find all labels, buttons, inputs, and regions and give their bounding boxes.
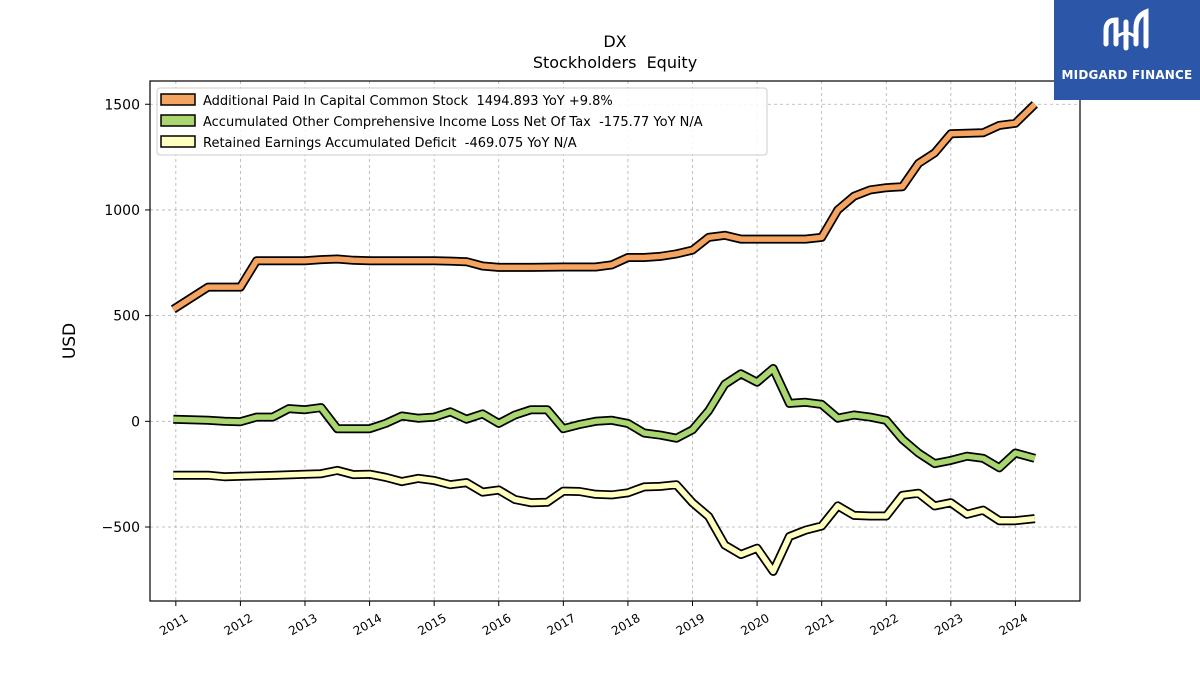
series-line bbox=[171, 102, 1037, 312]
legend-swatch bbox=[160, 93, 196, 106]
legend-box bbox=[156, 87, 768, 156]
y-tick-label: 1000 bbox=[104, 203, 140, 219]
legend-label: Retained Earnings Accumulated Deficit -4… bbox=[203, 136, 577, 151]
y-tick-label: 0 bbox=[131, 414, 140, 430]
legend-label: Accumulated Other Comprehensive Income L… bbox=[203, 115, 703, 130]
plot-frame bbox=[149, 80, 1081, 602]
series-line bbox=[173, 467, 1036, 575]
logo-mark-icon bbox=[1103, 8, 1149, 51]
legend-label: Additional Paid In Capital Common Stock … bbox=[203, 94, 613, 109]
legend: Additional Paid In Capital Common Stock … bbox=[156, 87, 768, 156]
y-axis: −500 0 500 1000 1500 bbox=[102, 97, 150, 536]
series-3 bbox=[173, 465, 1036, 576]
y-tick-label: 500 bbox=[113, 309, 140, 325]
y-tick-label: −500 bbox=[102, 520, 140, 536]
logo-text: MIDGARD FINANCE bbox=[1061, 68, 1193, 82]
midgard-finance-logo: MIDGARD FINANCE bbox=[1054, 0, 1200, 100]
y-tick-label: 1500 bbox=[104, 97, 140, 113]
series-layer bbox=[170, 101, 1038, 576]
series-line bbox=[173, 365, 1036, 471]
grid bbox=[150, 81, 1080, 601]
series-2 bbox=[173, 364, 1036, 473]
legend-swatch bbox=[160, 135, 196, 148]
chart-subtitle: Stockholders Equity bbox=[533, 53, 697, 72]
chart-title: DX bbox=[603, 32, 626, 51]
series-1 bbox=[170, 101, 1038, 314]
y-axis-label: USD bbox=[60, 323, 80, 359]
legend-swatch bbox=[160, 114, 196, 127]
